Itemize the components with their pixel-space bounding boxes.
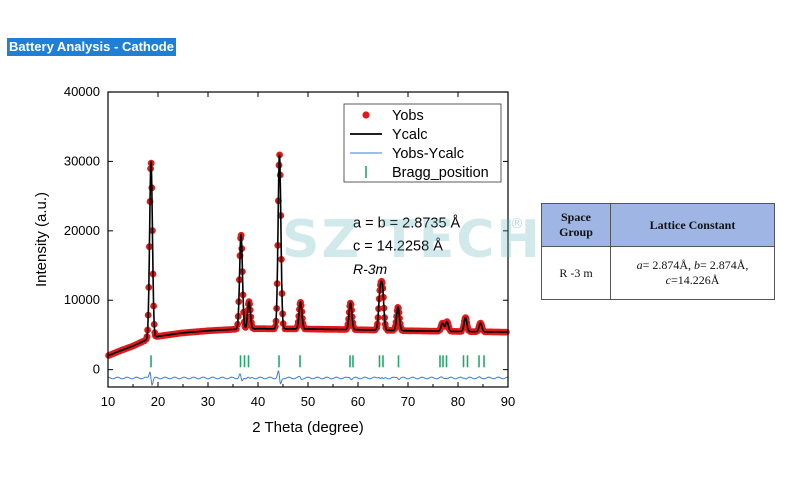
table-header-row: Space Group Lattice Constant (541, 203, 775, 247)
x-axis-label: 2 Theta (degree) (252, 419, 363, 436)
y-tick-label: 0 (93, 362, 100, 377)
x-tick-label: 70 (401, 394, 415, 409)
legend-label: Bragg_position (392, 165, 489, 181)
x-tick-label: 50 (301, 394, 315, 409)
table-row: R -3 m a= 2.874Å, b= 2.874Å, c=14.226Å (541, 246, 775, 300)
series-bragg-position (150, 355, 485, 368)
registered-mark: ® (510, 216, 524, 232)
legend-swatch-yobs (362, 111, 370, 119)
space-group-header: Space Group (541, 203, 611, 247)
legend: Yobs Ycalc Yobs-Ycalc Bragg_position (343, 103, 502, 183)
x-tick-label: 40 (251, 394, 265, 409)
y-axis-label: Intensity (a.u.) (33, 192, 50, 287)
watermark-logo: SZ TECH (282, 210, 542, 270)
lattice-c-value: =14.226Å (670, 273, 720, 287)
lattice-a-label: a (636, 258, 643, 272)
x-tick-label: 20 (151, 394, 165, 409)
annotation-text: c = 14.2258 Å (353, 237, 443, 254)
lattice-a-value: = 2.874Å, (642, 258, 694, 272)
y-tick-label: 10000 (64, 292, 100, 307)
series-ycalc (107, 154, 508, 357)
space-group-cell: R -3 m (541, 246, 611, 300)
legend-box (343, 103, 502, 183)
x-tick-label: 80 (451, 394, 465, 409)
lattice-constant-header: Lattice Constant (610, 203, 775, 247)
lattice-c-label: c (665, 273, 671, 287)
x-tick-label: 10 (101, 394, 115, 409)
plot-area (105, 151, 510, 386)
axes: 10 20 30 40 50 60 70 80 90 0 10000 20000 30000 40000 2… (33, 84, 515, 436)
y-tick-label: 20000 (64, 223, 100, 238)
x-tick-label: 90 (501, 394, 515, 409)
lattice-table: Space Group Lattice Constant R -3 m a= 2… (541, 203, 775, 300)
lattice-b-value: = 2.874Å, (700, 258, 749, 272)
legend-label: Yobs-Ycalc (392, 146, 464, 162)
lattice-b-label: b (694, 258, 700, 272)
page-title: Battery Analysis - Cathode (7, 38, 176, 56)
y-tick-label: 40000 (64, 84, 100, 99)
annotation-text: R-3m (353, 261, 388, 277)
annotation-text: a = b = 2.8735 Å (353, 214, 461, 231)
annotations: a = b = 2.8735 Å c = 14.2258 Å R-3m (353, 214, 461, 277)
series-yobs-ycalc (107, 370, 508, 386)
legend-label: Ycalc (392, 127, 427, 143)
x-tick-label: 30 (201, 394, 215, 409)
x-tick-label: 60 (351, 394, 365, 409)
y-tick-label: 30000 (64, 153, 100, 168)
lattice-constant-cell: a= 2.874Å, b= 2.874Å, c=14.226Å (610, 246, 775, 300)
legend-label: Yobs (392, 108, 424, 124)
